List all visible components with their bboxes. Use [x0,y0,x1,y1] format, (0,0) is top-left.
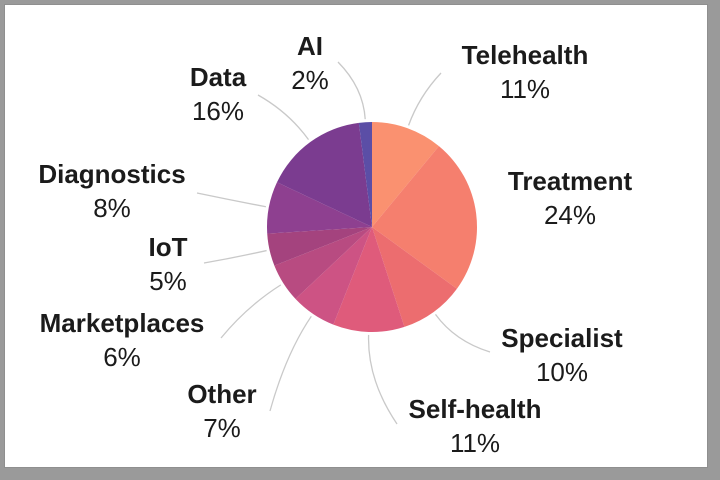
pie-slice-other [295,227,372,325]
slice-name: Data [189,62,247,92]
leader-line-self-health [367,334,398,425]
slice-name: Marketplaces [39,308,205,338]
leader-line-telehealth [407,72,442,126]
leader-line-other [269,315,312,412]
slice-label-other: Other 7% [187,377,256,445]
slice-pct: 10% [535,357,589,387]
leader-line-diagnostics [196,192,267,208]
slice-label-self-health: Self-health 11% [409,392,542,460]
slice-pct: 2% [291,65,329,95]
slice-name: Diagnostics [38,159,186,189]
slice-name: Other [187,379,257,409]
slice-pct: 16% [191,96,245,126]
pie-slice-iot [267,227,372,266]
pie-slice-ai [358,122,372,227]
pie-slice-treatment [372,146,478,289]
leader-line-data [257,94,310,141]
pie-group [267,122,478,333]
slice-pct: 5% [149,266,187,296]
slice-pct: 11% [499,74,551,104]
slice-name: Self-health [408,394,542,424]
slice-pct: 7% [203,413,241,443]
slice-label-specialist: Specialist 10% [501,321,622,389]
slice-pct: 11% [449,428,501,458]
slice-label-ai: AI 2% [291,29,329,97]
pie-slice-data [276,122,372,227]
pie-slice-self-health [333,227,405,333]
pie-slice-telehealth [372,122,439,227]
slice-pct: 6% [103,342,141,372]
leader-line-specialist [434,313,491,353]
slice-label-treatment: Treatment 24% [508,164,632,232]
pie-slice-diagnostics [267,182,372,234]
slice-pct: 8% [93,193,131,223]
leader-lines [196,61,491,425]
slice-label-iot: IoT 5% [149,230,188,298]
slice-name: Specialist [501,323,623,353]
slice-name: Telehealth [461,40,589,70]
slice-name: Treatment [507,166,633,196]
pie-slice-specialist [372,227,457,327]
slice-pct: 24% [543,200,597,230]
slice-label-marketplaces: Marketplaces 6% [40,306,205,374]
slice-label-diagnostics: Diagnostics 8% [38,157,185,225]
slice-name: IoT [148,232,188,262]
slice-name: AI [296,31,323,61]
slice-label-telehealth: Telehealth 11% [462,38,589,106]
slice-label-data: Data 16% [190,60,246,128]
leader-line-iot [203,249,267,264]
pie-slice-marketplaces [274,227,372,299]
leader-line-marketplaces [220,284,282,339]
leader-line-ai [337,61,366,120]
